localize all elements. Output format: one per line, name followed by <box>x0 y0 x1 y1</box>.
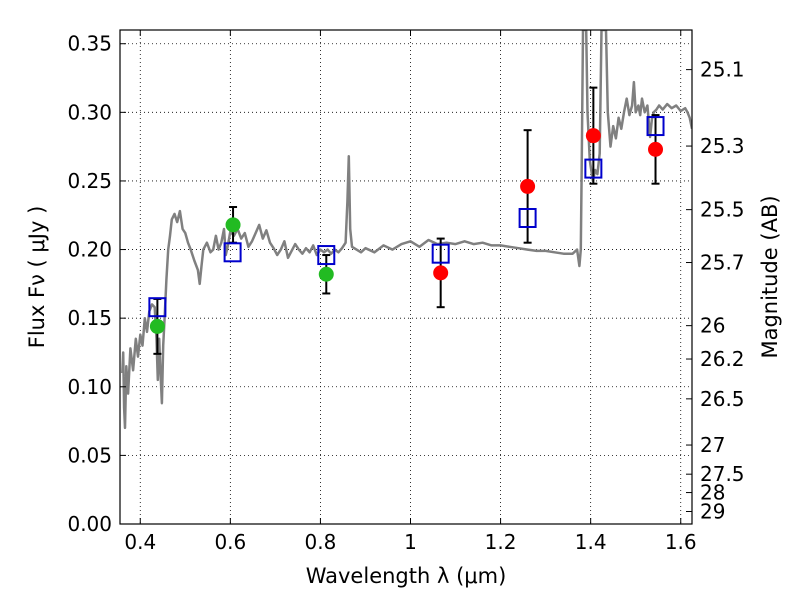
open-square-point <box>148 297 167 318</box>
y2-tick-label: 26 <box>700 314 725 338</box>
y-tick-label: 0.20 <box>67 238 112 262</box>
x-tick-label: 0.4 <box>124 530 156 554</box>
y2-tick-label: 27.5 <box>700 462 745 486</box>
plot-data-layer <box>121 30 692 430</box>
filled-circle-point <box>648 141 664 157</box>
data-points <box>148 116 665 334</box>
x-tick-label: 1.4 <box>575 530 607 554</box>
x-tick-label: 1.2 <box>485 530 517 554</box>
axis-ticks <box>120 30 692 525</box>
x-axis-label: Wavelength λ (μm) <box>306 564 507 588</box>
x-tick-label: 0.6 <box>214 530 246 554</box>
y-tick-label: 0.05 <box>67 443 112 467</box>
x-tick-label: 1.6 <box>665 530 697 554</box>
grid-lines <box>120 30 692 525</box>
x-tick-label: 0.8 <box>305 530 337 554</box>
y-tick-label: 0.35 <box>67 32 112 56</box>
y2-tick-label: 25.5 <box>700 198 745 222</box>
filled-circle-point <box>149 318 165 334</box>
y-tick-label: 0.10 <box>67 375 112 399</box>
x-tick-label: 1 <box>404 530 417 554</box>
y-tick-label: 0.00 <box>67 512 112 536</box>
x-tick-labels: 0.4 0.6 0.8 1 1.2 1.4 1.6 <box>124 530 696 554</box>
open-square-point <box>584 158 603 179</box>
filled-circle-point <box>433 265 449 281</box>
y-axis-label: Flux Fν ( μJy ) <box>25 206 49 349</box>
filled-circle-point <box>520 178 536 194</box>
plot-frame <box>119 29 693 525</box>
open-square-point <box>317 245 336 266</box>
open-square-point <box>223 242 242 263</box>
y2-tick-label: 25.3 <box>700 134 745 158</box>
y-tick-labels: 0.00 0.05 0.10 0.15 0.20 0.25 0.30 0.35 <box>67 32 112 536</box>
y2-tick-label: 27 <box>700 433 725 457</box>
y2-tick-label: 26.5 <box>700 387 745 411</box>
y2-tick-label: 26.2 <box>700 347 745 371</box>
y2-tick-label: 29 <box>700 499 725 523</box>
y2-tick-label: 25.7 <box>700 251 745 275</box>
y-tick-label: 0.15 <box>67 306 112 330</box>
y-tick-label: 0.30 <box>67 100 112 124</box>
filled-circle-point <box>585 128 601 144</box>
open-square-point <box>431 243 450 264</box>
filled-circle-point <box>225 217 241 233</box>
y2-tick-label: 28 <box>700 481 725 505</box>
y2-axis-label: Magnitude (AB) <box>758 195 782 358</box>
open-square-point <box>518 207 537 228</box>
spectrum-line <box>121 30 692 430</box>
model-spectrum <box>121 30 692 430</box>
y2-tick-label: 25.1 <box>700 58 745 82</box>
open-square-point <box>646 116 665 137</box>
y-tick-label: 0.25 <box>67 169 112 193</box>
filled-circle-point <box>318 266 334 282</box>
